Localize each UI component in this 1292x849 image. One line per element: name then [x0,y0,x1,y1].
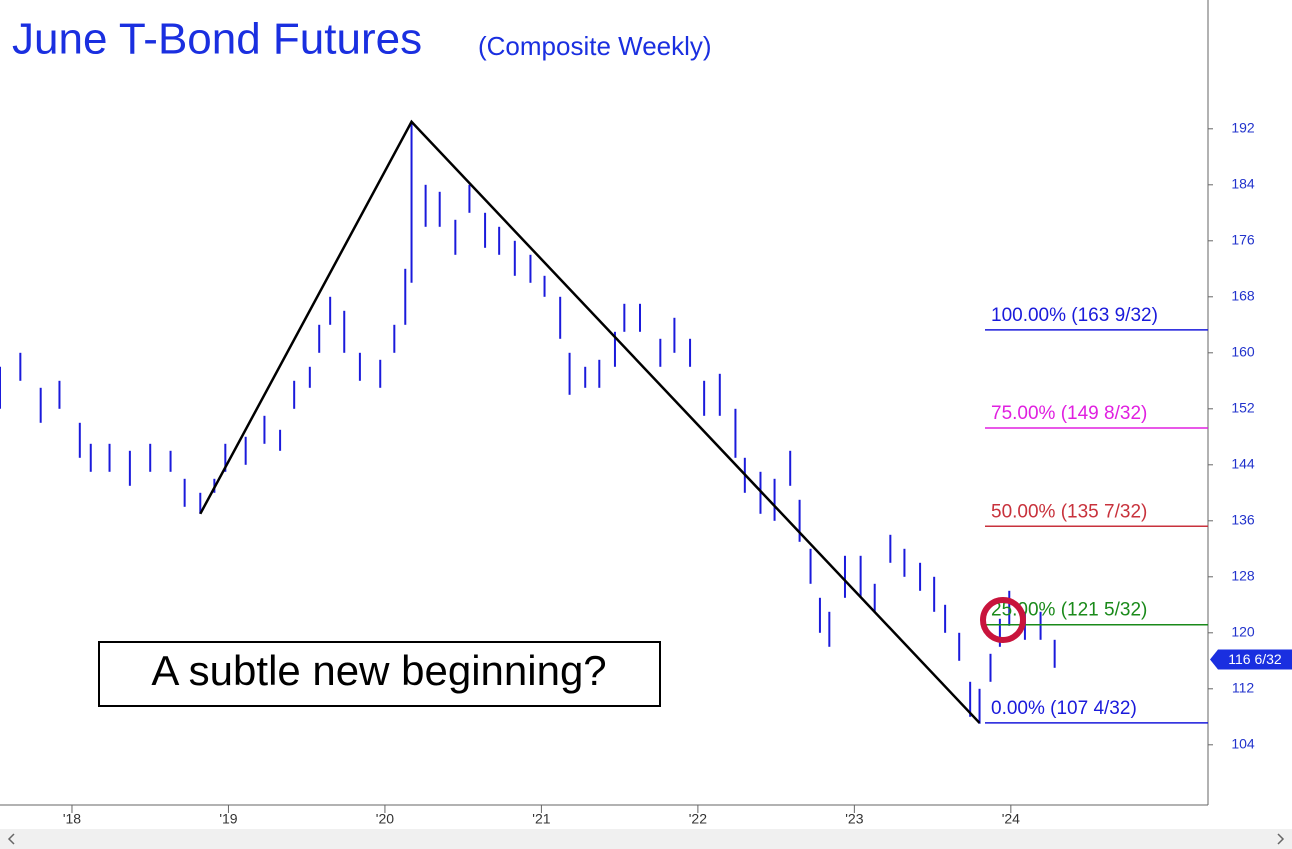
y-tick-label: 176 [1231,232,1255,248]
y-tick-label: 152 [1231,400,1255,416]
level-label: 25.00% (121 5/32) [991,600,1147,621]
scroll-left[interactable] [7,833,15,845]
chart-subtitle: (Composite Weekly) [478,31,712,61]
last-price-tag [1210,649,1292,670]
y-tick-label: 136 [1231,512,1255,528]
level-label: 50.00% (135 7/32) [991,501,1147,522]
level-label: 0.00% (107 4/32) [991,698,1137,719]
scrollbar[interactable] [0,829,1292,849]
y-tick-label: 104 [1231,736,1255,752]
level-label: 75.00% (149 8/32) [991,403,1147,424]
x-tick-label: '18 [63,811,81,827]
y-tick-label: 184 [1231,176,1255,192]
trend-line [199,119,981,724]
y-tick-label: 192 [1231,120,1255,136]
y-tick-label: 112 [1232,680,1255,696]
last-price-label: 116 6/32 [1228,651,1282,667]
y-tick-label: 168 [1231,288,1255,304]
scrollbar-track [0,829,1292,849]
y-tick-label: 120 [1231,624,1255,640]
plot-area: 104 112 120 128 136 144 152 160 168 176 184 192 '18 '… [0,120,1292,827]
annotation-box [98,641,661,707]
x-tick-label: '22 [689,811,707,827]
highlight-circle [980,597,1026,643]
x-tick-label: '23 [845,811,863,827]
chart-title: June T-Bond Futures [12,15,422,64]
y-tick-label: 128 [1231,568,1255,584]
x-tick-label: '19 [219,811,237,827]
scroll-right[interactable] [1277,833,1285,845]
x-tick-label: '20 [376,811,394,827]
y-tick-label: 144 [1231,456,1255,472]
level-label: 100.00% (163 9/32) [991,305,1158,326]
y-tick-label: 160 [1231,344,1255,360]
x-tick-label: '24 [1002,811,1020,827]
x-tick-label: '21 [532,811,550,827]
annotation: A subtle new beginning? [151,647,606,694]
